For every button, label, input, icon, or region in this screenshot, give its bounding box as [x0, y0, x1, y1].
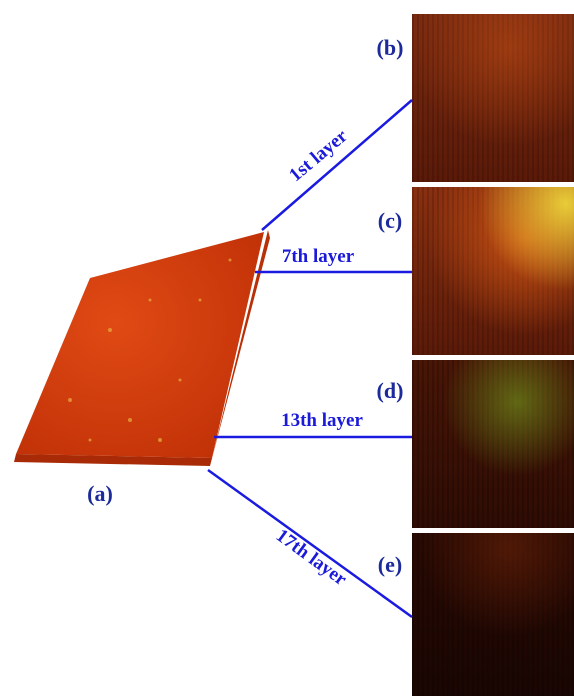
connector-lines [208, 100, 412, 617]
layer-label: 1st layer [285, 125, 352, 186]
panel-label: (e) [378, 552, 402, 577]
panel-label: (d) [377, 378, 404, 403]
figure: 1st layer 7th layer 13th layer 17th laye… [0, 0, 574, 696]
layer-label: 13th layer [281, 410, 363, 431]
panel-label: (b) [377, 35, 404, 60]
layer-label: 7th layer [282, 246, 355, 267]
drawing: 1st layer 7th layer 13th layer 17th laye… [0, 0, 574, 696]
panel-label: (c) [378, 208, 402, 233]
layer-label: 17th layer [272, 525, 351, 590]
panel-label: (a) [87, 481, 113, 506]
slab [16, 232, 264, 458]
